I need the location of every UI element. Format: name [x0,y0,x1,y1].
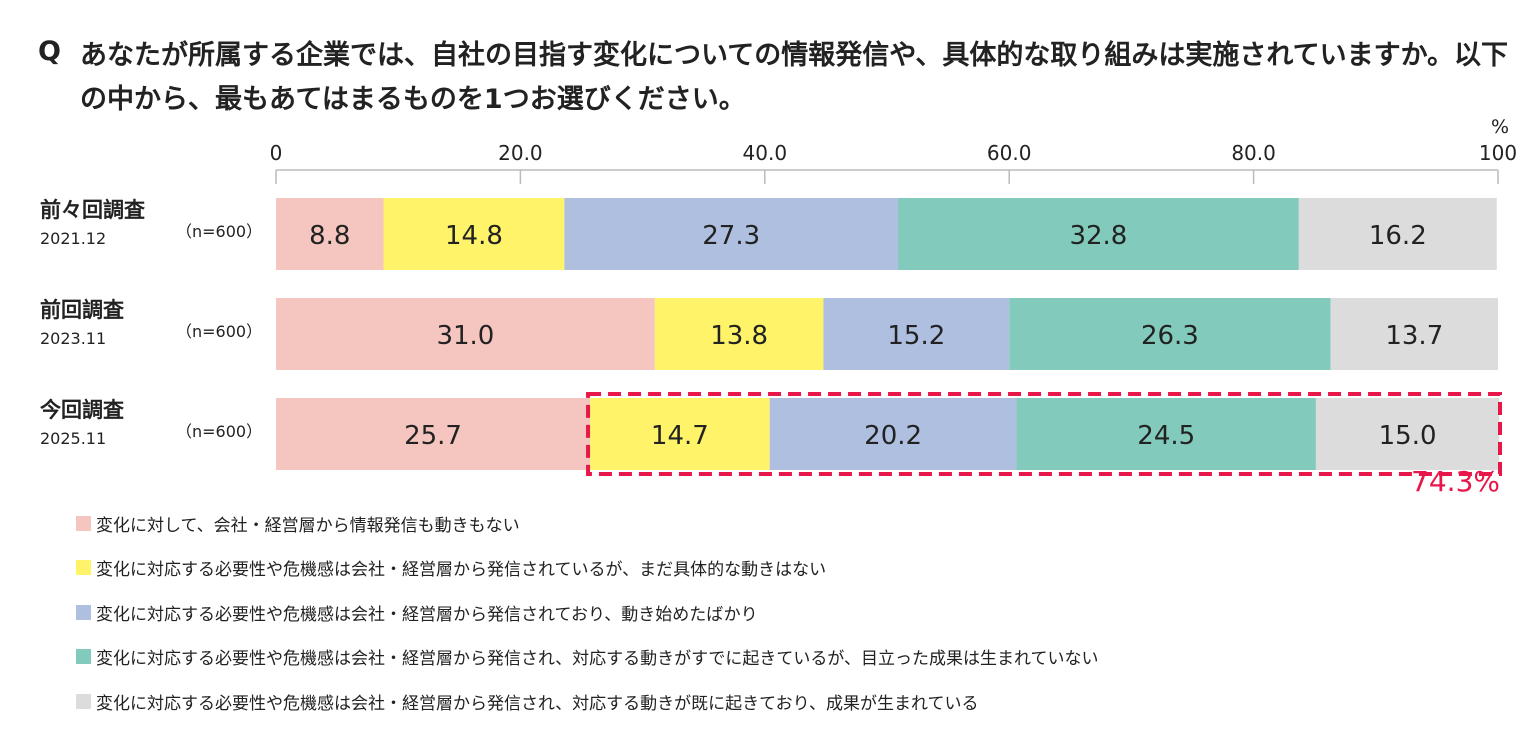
row-sample-size: （n=600） [176,422,263,441]
row-label: 前々回調査 2021.12 [40,198,145,248]
legend-swatch [76,560,91,575]
question-mark: Q [38,36,61,67]
bar-segment [564,198,898,270]
legend-swatch [76,604,91,620]
bar-segment [276,198,384,270]
legend-label: 変化に対応する必要性や危機感は会社・経営層から発信され、対応する動きが既に起きて… [96,693,979,714]
legend-label: 変化に対して、会社・経営層から情報発信も動きもない [96,515,520,536]
data-label: 31.0 [436,321,494,351]
data-label: 26.3 [1141,321,1199,351]
bar-segment [1016,398,1316,470]
bar-segment [590,398,770,470]
x-tick-label: 0 [270,141,283,165]
bar-segment [1009,298,1331,370]
data-label: 15.2 [887,321,945,351]
data-label: 27.3 [702,221,760,251]
data-label: 14.7 [651,421,709,451]
row-date: 2021.12 [40,229,107,248]
data-label: 20.2 [864,421,922,451]
bar-segment [1315,398,1500,470]
row-name: 前回調査 [40,298,124,322]
legend-item: 変化に対応する必要性や危機感は会社・経営層から発信され、対応する動きが既に起きて… [76,688,1099,714]
row-date: 2025.11 [40,429,107,448]
data-label: 15.0 [1379,421,1437,451]
bar-segment [1330,298,1498,370]
legend-item: 変化に対応する必要性や危機感は会社・経営層から発信されているが、まだ具体的な動き… [76,555,1099,581]
legend-label: 変化に対応する必要性や危機感は会社・経営層から発信されているが、まだ具体的な動き… [96,560,827,580]
row-date: 2023.11 [40,329,107,348]
question-text: あなたが所属する企業では、自社の目指す変化についての情報発信や、具体的な取り組み… [80,40,1509,115]
data-label: 24.5 [1137,421,1195,451]
row-name: 前々回調査 [40,198,145,222]
bar-segment [383,198,565,270]
legend-label: 変化に対応する必要性や危機感は会社・経営層から発信され、対応する動きがすでに起き… [96,649,1099,669]
highlight-total-label: 74.3% [1411,465,1500,498]
bar-segment [1298,198,1497,270]
data-label: 14.8 [445,221,503,251]
bar-segment [276,398,591,470]
x-tick-label: 60.0 [987,141,1032,165]
legend: 変化に対して、会社・経営層から情報発信も動きもない変化に対応する必要性や危機感は… [76,510,1099,733]
data-label: 32.8 [1069,221,1127,251]
legend-swatch [76,649,91,664]
stacked-bar-chart: 0 20.0 40.0 60.0 80.0 100% 8.8 14.8 27.3 32.8 16.2… [270,116,1517,498]
legend-item: 変化に対応する必要性や危機感は会社・経営層から発信されており、動き始めたばかり [76,599,1099,625]
row-label: 前回調査 2023.11 [40,298,124,348]
bar-segment [654,298,824,370]
legend-swatch [76,693,91,709]
data-label: 16.2 [1369,221,1427,251]
data-label: 13.8 [710,321,768,351]
bar-segment [897,198,1299,270]
legend-swatch [76,515,91,531]
legend-item: 変化に対応する必要性や危機感は会社・経営層から発信され、対応する動きがすでに起き… [76,644,1099,670]
row-sample-size: （n=600） [176,222,263,241]
axis-unit-label: % [1491,116,1509,138]
bar-segment [823,298,1010,370]
data-label: 13.7 [1385,321,1443,351]
legend-item: 変化に対して、会社・経営層から情報発信も動きもない [76,510,1099,536]
x-tick-label: 40.0 [743,141,788,165]
highlight-box [586,392,1502,476]
x-tick-label: 20.0 [498,141,543,165]
data-label: 25.7 [404,421,462,451]
x-tick-label: 80.0 [1231,141,1276,165]
bar-segment [769,398,1017,470]
bar-segment [276,298,655,370]
row-name: 今回調査 [40,398,124,422]
legend-label: 変化に対応する必要性や危機感は会社・経営層から発信されており、動き始めたばかり [96,604,758,625]
row-label: 今回調査 2025.11 [40,398,124,448]
x-tick-label: 100 [1479,141,1517,165]
row-sample-size: （n=600） [176,322,263,341]
data-label: 8.8 [309,221,350,251]
